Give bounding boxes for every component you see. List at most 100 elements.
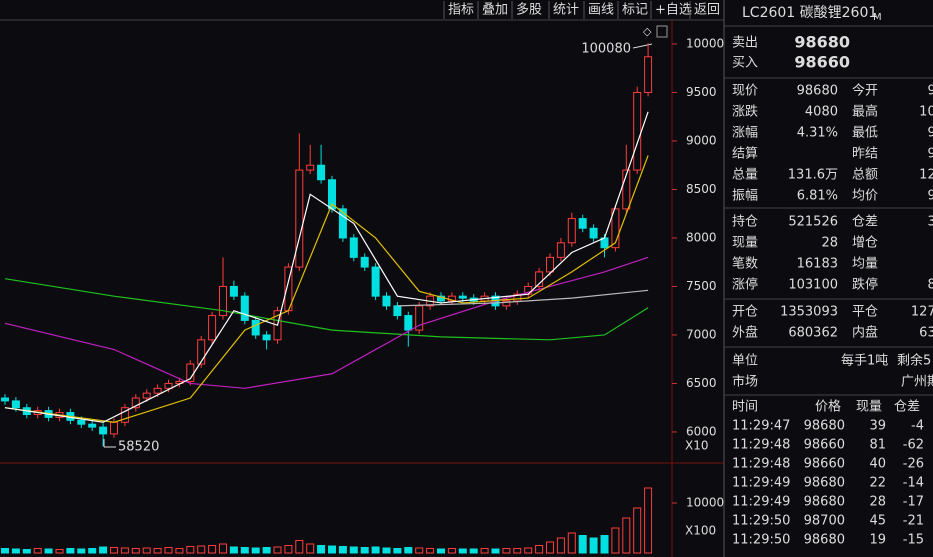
quote-label: 持仓 [732,215,758,230]
quote-label: 现价 [732,84,758,99]
toolbar-button[interactable]: 统计 [553,3,579,18]
candle-body [142,392,151,399]
trade-cell: 22 [869,476,886,491]
volume-bar [360,547,369,554]
trade-cell: 19 [869,533,886,548]
icon-window[interactable] [656,25,668,38]
toolbar-button[interactable]: 画线 [588,3,614,18]
volume-bar [644,487,653,554]
volume-bar [273,546,282,554]
candle-body [589,227,598,239]
trades-header: 仓差 [894,400,920,415]
quote-value: 103100 [788,278,838,293]
trade-cell: 11:29:50 [732,514,790,529]
quote-label: 结算 [732,147,758,162]
volume-bar [251,547,260,554]
candle-body [153,387,162,394]
candle-body [77,419,86,425]
moving-average [4,155,649,423]
quote-label: 总额 [852,168,878,183]
candle-body [546,256,554,273]
volume-bar [33,548,42,554]
volume-bar [186,546,195,554]
quote-value: 93 [927,84,933,99]
volume-bar [120,547,129,554]
y-tick-label: 6000 [686,424,717,438]
volume-bar [219,543,227,554]
toolbar-button[interactable]: 标记 [622,3,648,18]
quote-value: 86 [927,278,933,293]
volume-bar [328,545,336,554]
candle-body [11,400,20,409]
trade-cell: 11:29:48 [732,457,790,472]
multiplier: X10 [685,439,709,453]
volume-bar [622,517,631,554]
quote-value: 93 [927,126,933,141]
volume-bar [1,548,9,554]
toolbar-button[interactable]: 多股 [516,2,542,18]
toolbar-button[interactable]: 返回 [694,3,720,18]
candle-body [208,315,217,341]
volume-bar [262,547,271,554]
quote-label: 振幅 [732,189,758,204]
low-annotation: 58520 [118,440,159,455]
candle-body [219,285,227,317]
quote-label: 最高 [852,104,878,120]
candle-body [1,397,9,402]
toolbar-button[interactable]: 指标 [448,3,474,18]
contract-title: LC2601 碳酸锂2601 [742,5,877,21]
quote-label: 仓差 [852,215,878,230]
icon-diamond[interactable]: ◇ [643,25,652,38]
toolbar-button[interactable]: +自选 [655,3,692,18]
market-label: 市场 [732,374,758,390]
moving-average [4,278,649,341]
trade-cell: -26 [903,457,924,472]
volume-bar [88,548,97,554]
volume-bar [611,527,620,554]
candle-body [622,169,631,210]
moving-average [397,289,649,307]
volume-bar [371,546,380,554]
candle-body [164,382,173,389]
trade-cell: 11:29:49 [732,495,790,510]
quote-value: 97 [927,189,933,204]
quote-value: 28 [821,236,838,251]
trades-header: 价格 [815,399,841,415]
high-annotation: 100080 [581,42,631,57]
trade-cell: -62 [903,438,924,453]
volume-bar [382,547,391,554]
volume-bar [447,548,456,554]
volume-bar [589,537,598,554]
candle-body [644,56,653,93]
volume-bar [524,547,533,554]
volume-bar [11,548,20,554]
volume-bar [502,548,511,554]
volume-bar [55,549,64,554]
quote-label: 总量 [732,168,758,183]
quote-label: 内盘 [852,325,878,341]
trade-cell: 11:29:47 [732,419,790,434]
volume-bar [284,545,293,554]
candle-body [229,285,238,297]
quote-value: 6.81% [797,189,838,204]
toolbar-button[interactable]: 叠加 [482,3,508,18]
candle-body [611,208,620,249]
candle-body [458,295,467,299]
volume-bar [404,547,413,554]
volume-bar [66,548,75,554]
volume-tick-label: 10000 [686,496,724,510]
quote-label: 外盘 [732,325,758,341]
volume-bar [317,545,326,554]
candle-body [567,218,576,244]
volume-bar [197,545,206,554]
trade-cell: -15 [903,533,924,548]
candle-body [197,339,206,365]
annotation-arrow [632,43,653,49]
trade-cell: 98660 [804,457,845,472]
trade-cell: 98680 [804,476,845,491]
candle-body [317,164,326,181]
trade-cell: 11:29:49 [732,476,790,491]
y-tick-label: 10000 [686,36,724,50]
volume-bar [77,548,86,554]
quote-label: 增仓 [852,236,878,251]
